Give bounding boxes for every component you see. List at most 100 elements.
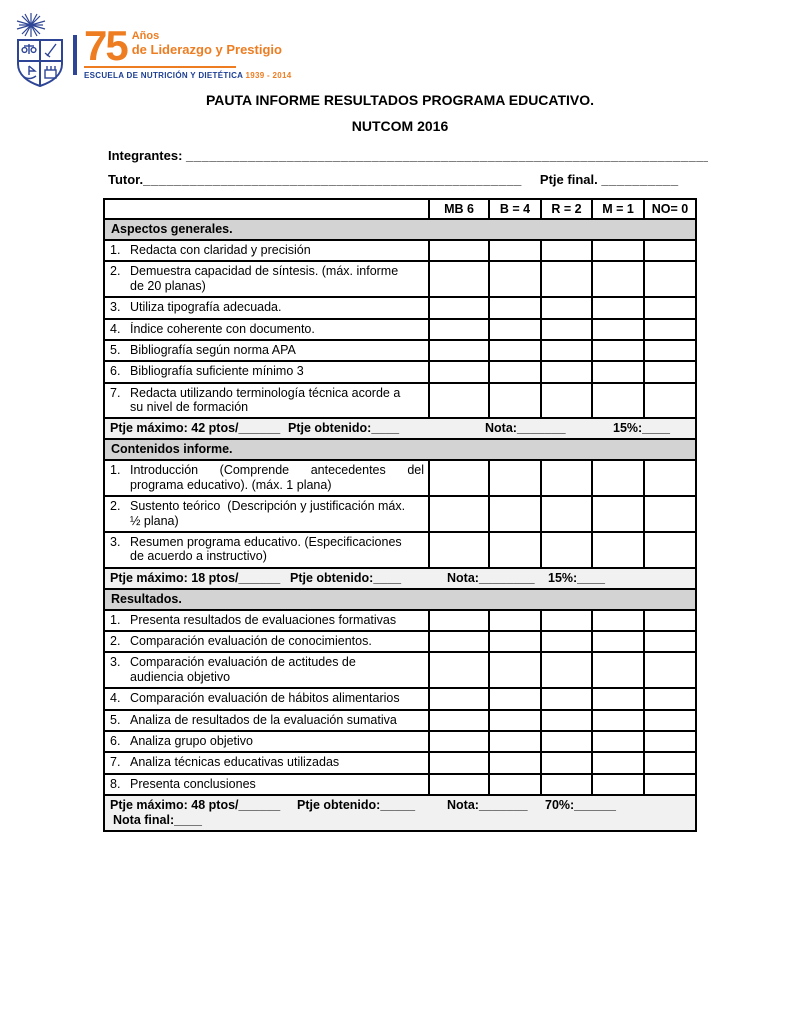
score-cell — [591, 530, 645, 569]
section-header-row: Contenidos informe. — [103, 438, 697, 462]
criteria-number: 8. — [110, 776, 121, 791]
score-cell — [643, 260, 697, 299]
score-cell — [643, 238, 697, 263]
criteria-text: Redacta con claridad y precisión — [130, 243, 311, 257]
criteria-number: 2. — [110, 499, 121, 514]
criteria-number: 2. — [110, 264, 121, 279]
criteria-number: 4. — [110, 321, 121, 336]
score-cell — [488, 530, 542, 569]
score-cell — [428, 608, 490, 633]
criteria-content: 2. Comparación evaluación de conocimiento… — [110, 634, 424, 648]
score-cell — [591, 751, 645, 775]
criteria-row: 3. Comparación evaluación de actitudes de… — [103, 651, 697, 690]
score-cell — [540, 338, 593, 363]
score-cell — [428, 381, 490, 420]
integrantes-row: Integrantes: ___________________________… — [108, 147, 708, 165]
criteria-cell: 6. Bibliografía suficiente mínimo 3 — [103, 360, 430, 384]
summary-segment: 15%:____ — [613, 421, 670, 436]
criteria-row: 8. Presenta conclusiones — [103, 772, 697, 797]
ptje-final-label: Ptje final. — [539, 172, 602, 187]
score-cell — [591, 651, 645, 690]
score-cell — [540, 238, 593, 263]
score-cell — [428, 317, 490, 341]
ptje-final-line: __________ — [601, 172, 679, 187]
criteria-text: Utiliza tipografía adecuada. — [130, 300, 282, 315]
criteria-text: Comparación evaluación de conocimientos. — [130, 634, 372, 648]
criteria-content: 5. Bibliografía según norma APA — [110, 343, 424, 357]
criteria-number: 5. — [110, 342, 121, 357]
criteria-row: 7. Redacta utilizando terminología técnic… — [103, 381, 697, 420]
criteria-number: 7. — [110, 755, 121, 770]
score-cell — [488, 238, 542, 263]
score-cell — [540, 317, 593, 341]
summary-segment: Ptje obtenido:____ — [288, 421, 400, 436]
criteria-cell: 1. Introducción (Comprende antecedentes d… — [103, 459, 430, 498]
criteria-cell: 1. Presenta resultados de evaluaciones fo… — [103, 608, 430, 633]
score-cell — [540, 495, 593, 533]
criteria-row: 4. Índice coherente con documento. — [103, 317, 697, 341]
score-cell — [643, 317, 697, 341]
criteria-text: Analiza grupo objetivo — [130, 733, 253, 748]
score-cell — [643, 772, 697, 797]
criteria-cell: 3. Resumen programa educativo. (Especific… — [103, 530, 430, 569]
score-cell — [540, 381, 593, 420]
score-cell — [540, 772, 593, 797]
score-cell — [428, 772, 490, 797]
uchile-shield-icon — [16, 13, 63, 88]
score-cell — [540, 608, 593, 633]
criteria-cell: 5. Bibliografía según norma APA — [103, 338, 430, 363]
summary-segment: Nota:_______ — [485, 421, 566, 436]
score-cell — [643, 708, 697, 732]
score-cell — [540, 459, 593, 498]
score-header-cell: M = 1 — [591, 198, 645, 220]
criteria-content: 3. Resumen programa educativo. (Especific… — [110, 535, 424, 564]
score-cell — [488, 772, 542, 797]
summary-cell: Ptje máximo: 48 ptos/______ Ptje obtenido… — [103, 794, 697, 832]
criteria-content: 1. Redacta con claridad y precisión — [110, 243, 424, 257]
score-cell — [591, 260, 645, 299]
section-header: Aspectos generales. — [103, 218, 697, 241]
criteria-number: 1. — [110, 612, 121, 627]
criteria-cell: 4. Índice coherente con documento. — [103, 317, 430, 341]
score-cell — [540, 708, 593, 732]
criteria-number: 3. — [110, 300, 121, 315]
integrantes-line: ________________________________________… — [186, 148, 708, 163]
criteria-text: Presenta resultados de evaluaciones form… — [130, 612, 397, 627]
criteria-row: 1. Introducción (Comprende antecedentes d… — [103, 459, 697, 498]
score-cell — [428, 629, 490, 654]
criteria-cell: 7. Redacta utilizando terminología técnic… — [103, 381, 430, 420]
section-header: Contenidos informe. — [103, 438, 697, 462]
integrantes-label: Integrantes: — [108, 148, 187, 163]
criteria-cell: 4. Comparación evaluación de hábitos alim… — [103, 687, 430, 711]
document-title: PAUTA INFORME RESULTADOS PROGRAMA EDUCAT… — [0, 92, 800, 134]
score-cell — [488, 317, 542, 341]
criteria-cell: 3. Comparación evaluación de actitudes de… — [103, 651, 430, 690]
score-cell — [643, 495, 697, 533]
criteria-text: Resumen programa educativo. (Especificac… — [130, 534, 402, 564]
score-cell — [643, 687, 697, 711]
criteria-row: 5. Bibliografía según norma APA — [103, 338, 697, 363]
score-cell — [428, 530, 490, 569]
score-header-cell: R = 2 — [540, 198, 593, 220]
criteria-text: Redacta utilizando terminología técnica … — [130, 385, 401, 414]
criteria-content: 8. Presenta conclusiones — [110, 777, 424, 791]
criteria-cell: 6. Analiza grupo objetivo — [103, 729, 430, 754]
summary-segment: Ptje máximo: 42 ptos/______ — [110, 421, 281, 436]
criteria-content: 1. Presenta resultados de evaluaciones fo… — [110, 613, 424, 627]
logo-anos-text: Años — [131, 30, 160, 42]
section-header-row: Aspectos generales. — [103, 218, 697, 241]
ptje-final-group: Ptje final. __________ — [540, 171, 679, 189]
criteria-text: Bibliografía suficiente mínimo 3 — [130, 364, 304, 379]
criteria-text: Comparación evaluación de actitudes de a… — [130, 655, 356, 684]
criteria-cell: 3. Utiliza tipografía adecuada. — [103, 296, 430, 320]
score-cell — [540, 729, 593, 754]
score-cell — [488, 687, 542, 711]
summary-row: Ptje máximo: 42 ptos/______ Ptje obtenido… — [103, 417, 697, 441]
criteria-text: Presenta conclusiones — [130, 776, 256, 791]
criteria-row: 2. Sustento teórico (Descripción y justif… — [103, 495, 697, 533]
score-cell — [428, 360, 490, 384]
criteria-content: 1. Introducción (Comprende antecedentes d… — [110, 463, 424, 492]
